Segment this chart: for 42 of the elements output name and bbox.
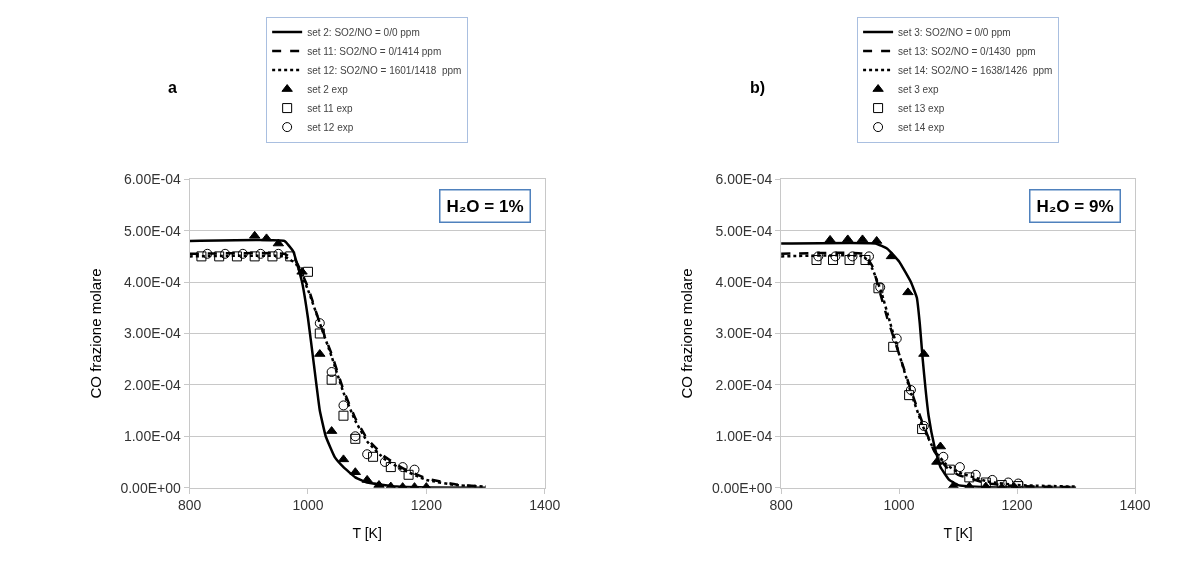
- legend-label: set 3 exp: [898, 83, 940, 95]
- y-tick-label: 3.00E-04: [123, 325, 181, 342]
- x-tick-label: 1000: [292, 497, 324, 514]
- x-tick-label: 800: [769, 497, 793, 514]
- legend-label: set 13: SO2/NO = 0/1430 ppm: [898, 45, 1036, 57]
- x-tick-label: 1000: [883, 497, 915, 514]
- y-tick-label: 3.00E-04: [715, 325, 773, 342]
- y-axis-title: CO frazione molare: [678, 268, 696, 399]
- legend-label: set 2: SO2/NO = 0/0 ppm: [307, 26, 420, 38]
- y-tick-label: 4.00E-04: [715, 273, 773, 290]
- legend-label: set 2 exp: [307, 83, 349, 95]
- y-tick-label: 6.00E-04: [123, 171, 181, 188]
- x-tick-label: 1400: [529, 497, 561, 514]
- text: b): [750, 79, 766, 96]
- annotation: H₂O = 9%: [1036, 196, 1114, 216]
- y-tick-label: 2.00E-04: [715, 376, 773, 393]
- annotation: H₂O = 1%: [446, 196, 524, 216]
- y-tick-label: 2.00E-04: [123, 376, 181, 393]
- y-axis-title: CO frazione molare: [86, 268, 104, 399]
- x-tick-label: 1200: [410, 497, 443, 514]
- y-tick-label: 0.00E+00: [711, 479, 773, 496]
- x-axis-title: T [K]: [943, 524, 973, 541]
- x-tick-label: 1400: [1119, 497, 1151, 514]
- legend-label: set 14: SO2/NO = 1638/1426 ppm: [898, 64, 1053, 76]
- legend-label: set 11: SO2/NO = 0/1414 ppm: [307, 45, 442, 57]
- y-tick-label: 1.00E-04: [123, 428, 181, 445]
- y-tick-label: 0.00E+00: [120, 479, 181, 496]
- y-tick-label: 5.00E-04: [715, 222, 773, 239]
- y-tick-label: 4.00E-04: [123, 273, 181, 290]
- legend-label: set 3: SO2/NO = 0/0 ppm: [898, 26, 1011, 38]
- x-axis-title: T [K]: [352, 524, 382, 541]
- y-tick-label: 5.00E-04: [123, 222, 181, 239]
- legend-label: set 13 exp: [898, 102, 945, 114]
- legend-label: set 11 exp: [307, 102, 353, 114]
- legend-label: set 12 exp: [307, 121, 354, 133]
- y-tick-label: 6.00E-04: [715, 171, 773, 188]
- text: a: [168, 79, 177, 96]
- x-tick-label: 1200: [1001, 497, 1033, 514]
- legend-label: set 12: SO2/NO = 1601/1418 ppm: [307, 64, 462, 76]
- x-tick-label: 800: [177, 497, 202, 514]
- y-tick-label: 1.00E-04: [715, 428, 773, 445]
- legend-label: set 14 exp: [898, 121, 945, 133]
